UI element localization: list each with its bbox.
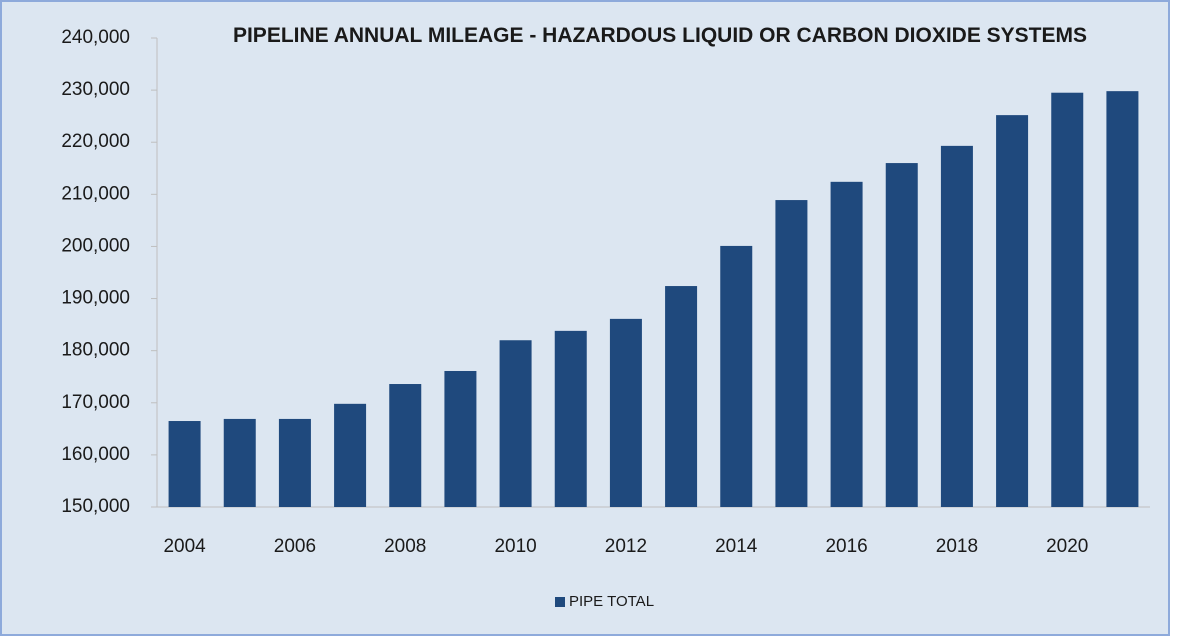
y-tick-label: 230,000: [61, 79, 130, 100]
y-tick-label: 150,000: [61, 496, 130, 517]
bar: [1051, 92, 1084, 507]
y-tick-label: 220,000: [61, 131, 130, 152]
bar: [223, 418, 256, 507]
bar: [885, 163, 918, 508]
bar: [554, 330, 587, 507]
y-tick-label: 160,000: [61, 444, 130, 465]
x-tick-label: 2016: [825, 536, 867, 557]
x-tick-label: 2010: [494, 536, 536, 557]
y-tick-label: 210,000: [61, 183, 130, 204]
bar: [1106, 91, 1139, 508]
bar: [996, 115, 1029, 507]
bar: [389, 384, 422, 507]
bar: [444, 370, 477, 507]
bar: [775, 200, 808, 507]
y-tick-label: 200,000: [61, 235, 130, 256]
x-tick-label: 2006: [274, 536, 316, 557]
legend-swatch: [555, 597, 565, 607]
y-tick-label: 170,000: [61, 392, 130, 413]
bar: [499, 340, 532, 507]
chart-title: PIPELINE ANNUAL MILEAGE - HAZARDOUS LIQU…: [232, 24, 1088, 47]
x-tick-label: 2018: [936, 536, 978, 557]
bar: [940, 145, 973, 507]
y-tick-label: 240,000: [61, 27, 130, 48]
x-tick-label: 2012: [605, 536, 647, 557]
y-tick-label: 190,000: [61, 288, 130, 309]
x-tick-label: 2008: [384, 536, 426, 557]
bar: [278, 418, 311, 507]
legend-label: PIPE TOTAL: [569, 593, 654, 610]
x-tick-label: 2004: [163, 536, 206, 557]
bar: [334, 403, 367, 507]
bar: [665, 286, 698, 507]
x-tick-label: 2014: [715, 536, 758, 557]
bar: [720, 245, 753, 507]
bar: [609, 318, 642, 507]
x-tick-label: 2020: [1046, 536, 1088, 557]
bar: [830, 181, 863, 507]
y-tick-label: 180,000: [61, 340, 130, 361]
bar: [168, 421, 201, 507]
